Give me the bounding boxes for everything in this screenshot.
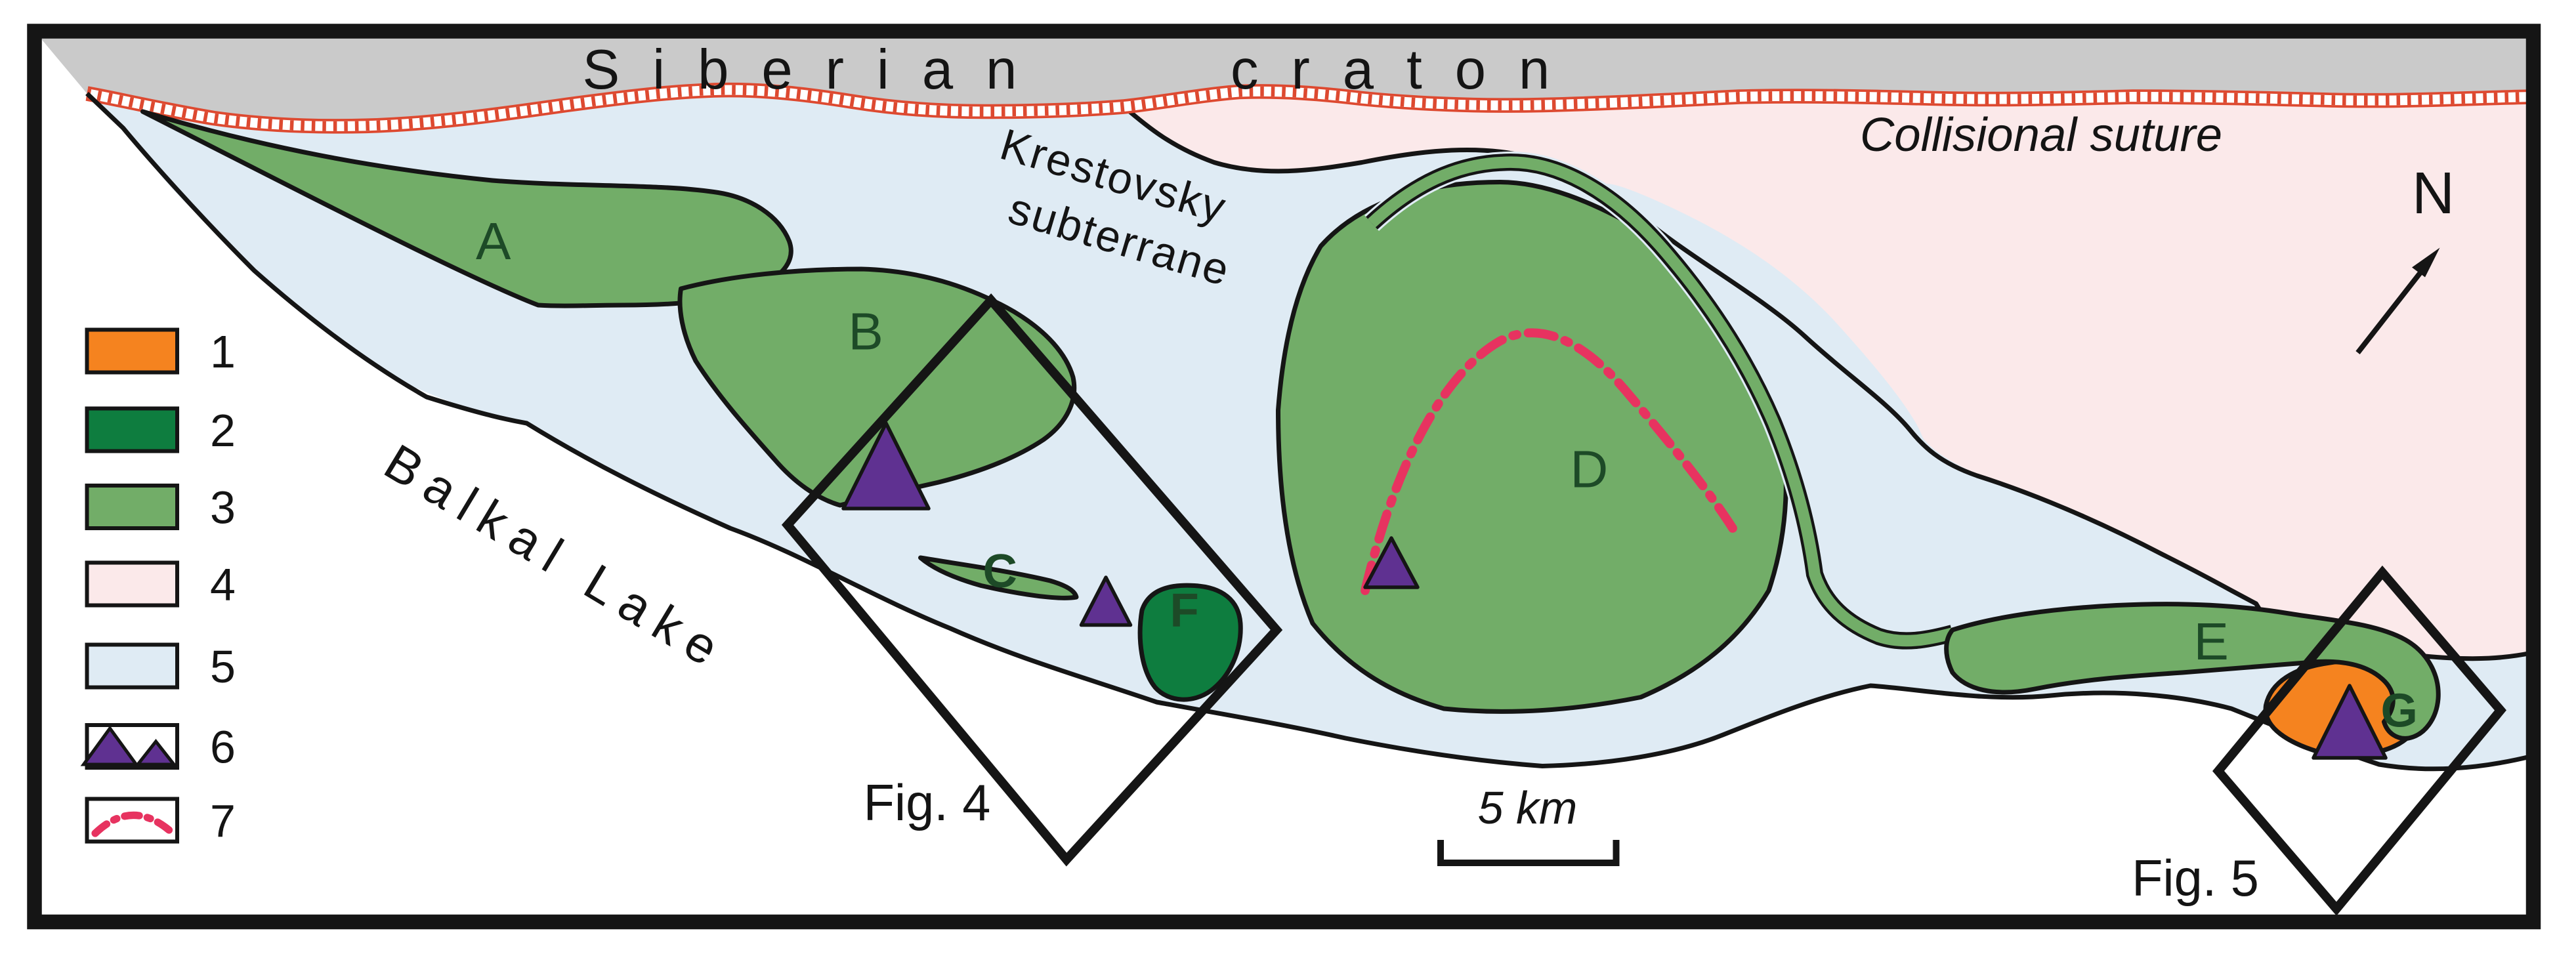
legend-swatch-pale-pink [85,560,179,608]
legend: 1 2 3 4 5 6 7 [80,326,236,846]
region-label-d: D [1571,440,1609,499]
region-label-e: E [2194,612,2229,671]
legend-swatch-volcanoes [80,723,179,770]
legend-number-2: 2 [210,405,236,456]
massif-d-outer-ribbon [1364,151,1956,652]
legend-number-3: 3 [210,482,236,533]
scale-bar: 5 km [1437,782,1620,866]
north-label: N [2412,161,2455,226]
legend-volcano-large [80,725,140,766]
fig5-locator-box [2212,565,2506,916]
north-arrow-head [2412,247,2440,278]
volcano-triangle-large-b [841,421,931,510]
lake-shoreline [85,91,2533,772]
legend-swatch-orange [85,327,179,375]
legend-number-6: 6 [210,722,236,773]
legend-number-5: 5 [210,641,236,692]
massif-b [677,266,1077,508]
volcano-triangle-g [2312,684,2388,760]
craton-label-word2: craton [1231,39,1582,101]
massif-c [918,555,1079,600]
fig4-locator-box [781,293,1283,867]
legend-swatch-dark-green [85,406,179,453]
collisional-suture-label: Collisional suture [1860,108,2222,161]
north-arrow: N [2355,161,2455,354]
scale-bar-label: 5 km [1478,782,1578,833]
fig5-box-label: Fig. 5 [2132,850,2259,907]
volcano-markers [841,421,2388,760]
legend-volcano-small [134,738,178,766]
fig4-box-label: Fig. 4 [864,775,991,831]
region-label-f: F [1170,584,1199,637]
legend-swatch-mid-green [85,484,179,530]
legend-number-4: 4 [210,559,236,610]
craton-label-word1: Siberian [583,39,1050,101]
legend-swatch-fold-axis [85,797,179,844]
region-label-g: G [2381,684,2418,738]
legend-number-1: 1 [210,326,236,377]
siberian-craton-area [36,33,2533,127]
collisional-zone-area [1124,91,2532,659]
massif-f [1137,583,1243,702]
map-frame [27,24,2541,930]
region-label-a: A [476,212,511,270]
region-label-b: B [849,302,883,361]
volcano-triangle-small-cf [1079,575,1133,627]
volcano-triangle-d [1363,536,1420,589]
fold-axis-arc [1361,328,1737,595]
region-label-c: C [983,545,1017,598]
legend-number-7: 7 [210,795,236,846]
massif-e [1944,602,2441,741]
collisional-suture-band [85,82,2532,134]
legend-swatch-light-blue [85,642,179,690]
